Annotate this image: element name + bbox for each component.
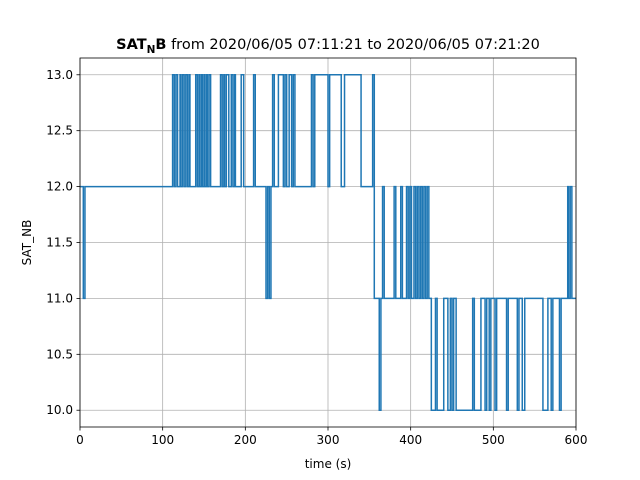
x-tick-label: 400 <box>399 433 422 447</box>
x-tick-label: 600 <box>565 433 588 447</box>
plot-series <box>80 74 576 411</box>
y-tick-label: 11.5 <box>46 236 73 250</box>
x-axis-label: time (s) <box>305 457 352 471</box>
title-bold-tail: B <box>155 37 166 53</box>
title-bold-main: SAT <box>116 37 147 53</box>
x-tick-label: 300 <box>317 433 340 447</box>
y-tick-label: 10.5 <box>46 347 73 361</box>
x-tick-label: 200 <box>234 433 257 447</box>
x-tick-label: 0 <box>76 433 84 447</box>
title-date-range: from 2020/06/05 07:11:21 to 2020/06/05 0… <box>166 37 539 53</box>
series-line <box>80 74 576 411</box>
chart-title: SATNB from 2020/06/05 07:11:21 to 2020/0… <box>116 37 540 56</box>
y-axis-label: SAT_NB <box>20 220 34 266</box>
axis-ticks: 0 100 200 300 400 500 600 10.0 10.5 11.0 11.5 12.0 1… <box>46 68 587 447</box>
x-tick-label: 500 <box>482 433 505 447</box>
y-tick-label: 11.0 <box>46 291 73 305</box>
y-tick-label: 10.0 <box>46 403 73 417</box>
title-bold-subscript: N <box>147 44 156 56</box>
x-tick-label: 100 <box>151 433 174 447</box>
y-tick-label: 13.0 <box>46 68 73 82</box>
y-tick-label: 12.5 <box>46 124 73 138</box>
y-tick-label: 12.0 <box>46 180 73 194</box>
